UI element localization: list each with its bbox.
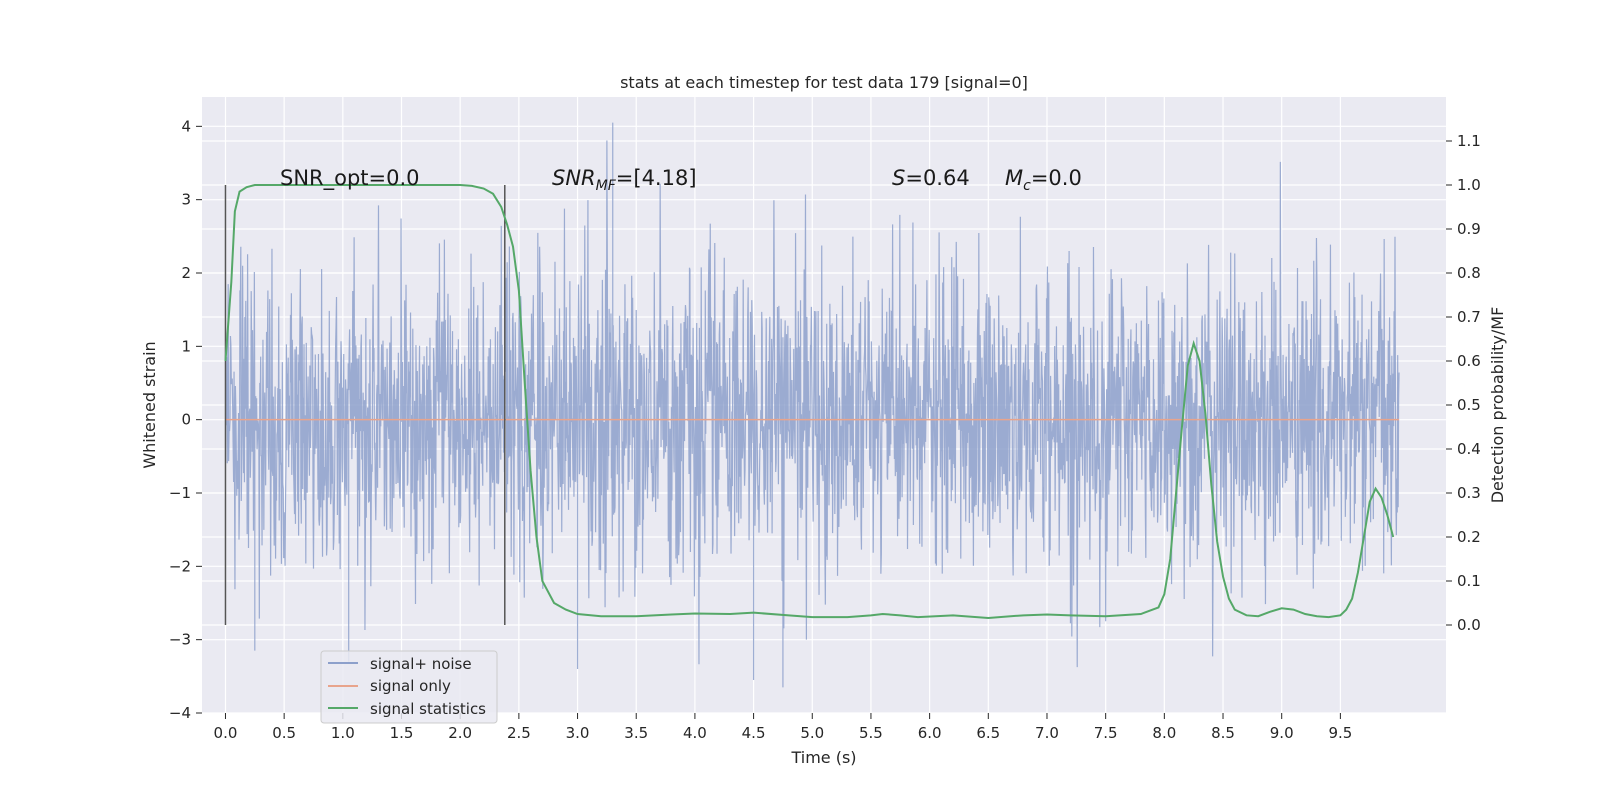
y-tick-label-8: 4 xyxy=(181,117,191,135)
y-tick-label-6: 2 xyxy=(181,264,191,282)
x-tick-label-10: 5.0 xyxy=(800,724,824,742)
x-tick-label-12: 6.0 xyxy=(918,724,942,742)
x-axis-label: Time (s) xyxy=(790,748,856,767)
y-tick-label-4: 0 xyxy=(181,411,191,429)
annotation-s-value: =0.64 xyxy=(905,166,969,190)
annotation-mc-symbol: M xyxy=(1005,166,1023,190)
y-tick-label-5: 1 xyxy=(181,337,191,355)
annotation-snr-mf-sub: MF xyxy=(596,178,617,194)
y-axis-label: Whitened strain xyxy=(140,341,159,468)
y-right-tick-label-9: 0.9 xyxy=(1457,220,1481,238)
legend: signal+ noise signal only signal statist… xyxy=(320,650,498,724)
x-tick-label-15: 7.5 xyxy=(1094,724,1118,742)
series-signal-plus-noise xyxy=(224,122,1400,688)
annotation-mc-value: =0.0 xyxy=(1031,166,1082,190)
annotation-s: S=0.64 xyxy=(892,166,970,190)
y-right-tick-label-4: 0.4 xyxy=(1457,440,1481,458)
legend-entry-signal-plus-noise: signal+ noise xyxy=(370,655,472,673)
annotation-mc: Mc=0.0 xyxy=(1005,166,1082,194)
y-right-tick-label-10: 1.0 xyxy=(1457,176,1481,194)
x-tick-label-1: 0.5 xyxy=(272,724,296,742)
x-tick-label-0: 0.0 xyxy=(214,724,238,742)
x-tick-label-14: 7.0 xyxy=(1035,724,1059,742)
y-right-tick-label-11: 1.1 xyxy=(1457,132,1481,150)
y-right-tick-label-3: 0.3 xyxy=(1457,484,1481,502)
y-tick-label-1: −3 xyxy=(169,631,191,649)
x-tick-label-4: 2.0 xyxy=(448,724,472,742)
y-right-axis-label: Detection probability/MF xyxy=(1488,307,1507,504)
x-tick-label-9: 4.5 xyxy=(742,724,766,742)
y-right-tick-label-8: 0.8 xyxy=(1457,264,1481,282)
x-tick-label-18: 9.0 xyxy=(1270,724,1294,742)
x-tick-label-2: 1.0 xyxy=(331,724,355,742)
y-tick-label-2: −2 xyxy=(169,557,191,575)
y-right-tick-label-2: 0.2 xyxy=(1457,528,1481,546)
x-tick-label-17: 8.5 xyxy=(1211,724,1235,742)
annotation-snr-mf-base: SNR xyxy=(552,166,596,190)
chart-title: stats at each timestep for test data 179… xyxy=(620,73,1028,92)
noise-line xyxy=(224,122,1400,688)
x-tick-label-16: 8.0 xyxy=(1152,724,1176,742)
x-tick-label-8: 4.0 xyxy=(683,724,707,742)
y-right-tick-label-7: 0.7 xyxy=(1457,308,1481,326)
annotation-snr-mf: SNRMF=[4.18] xyxy=(552,166,697,194)
x-tick-label-19: 9.5 xyxy=(1328,724,1352,742)
y-right-tick-label-1: 0.1 xyxy=(1457,572,1481,590)
legend-box xyxy=(320,650,498,724)
x-tick-label-5: 2.5 xyxy=(507,724,531,742)
x-tick-label-11: 5.5 xyxy=(859,724,883,742)
y-right-tick-label-6: 0.6 xyxy=(1457,352,1481,370)
statistics-line xyxy=(224,184,1395,619)
y-right-tick-label-5: 0.5 xyxy=(1457,396,1481,414)
annotation-s-symbol: S xyxy=(892,166,905,190)
legend-entry-signal-statistics: signal statistics xyxy=(370,700,486,718)
y-tick-label-0: −4 xyxy=(169,704,191,722)
y-right-tick-label-0: 0.0 xyxy=(1457,616,1481,634)
legend-entry-signal-only: signal only xyxy=(370,677,451,695)
annotation-mc-sub: c xyxy=(1023,178,1031,194)
series-signal-statistics xyxy=(224,184,1395,619)
y-tick-label-7: 3 xyxy=(181,191,191,209)
annotation-snr-opt: SNR_opt=0.0 xyxy=(280,166,420,191)
x-tick-label-6: 3.0 xyxy=(566,724,590,742)
annotation-snr-mf-value: =[4.18] xyxy=(616,166,697,190)
axis-ticks: 0.0 0.5 1.0 1.5 2.0 2.5 3.0 3.5 4.0 4.5 5.0 5.5 6.0 6… xyxy=(169,117,1481,742)
x-tick-label-3: 1.5 xyxy=(390,724,414,742)
x-tick-label-7: 3.5 xyxy=(624,724,648,742)
y-tick-label-3: −1 xyxy=(169,484,191,502)
x-tick-label-13: 6.5 xyxy=(976,724,1000,742)
vertical-markers xyxy=(224,185,506,625)
